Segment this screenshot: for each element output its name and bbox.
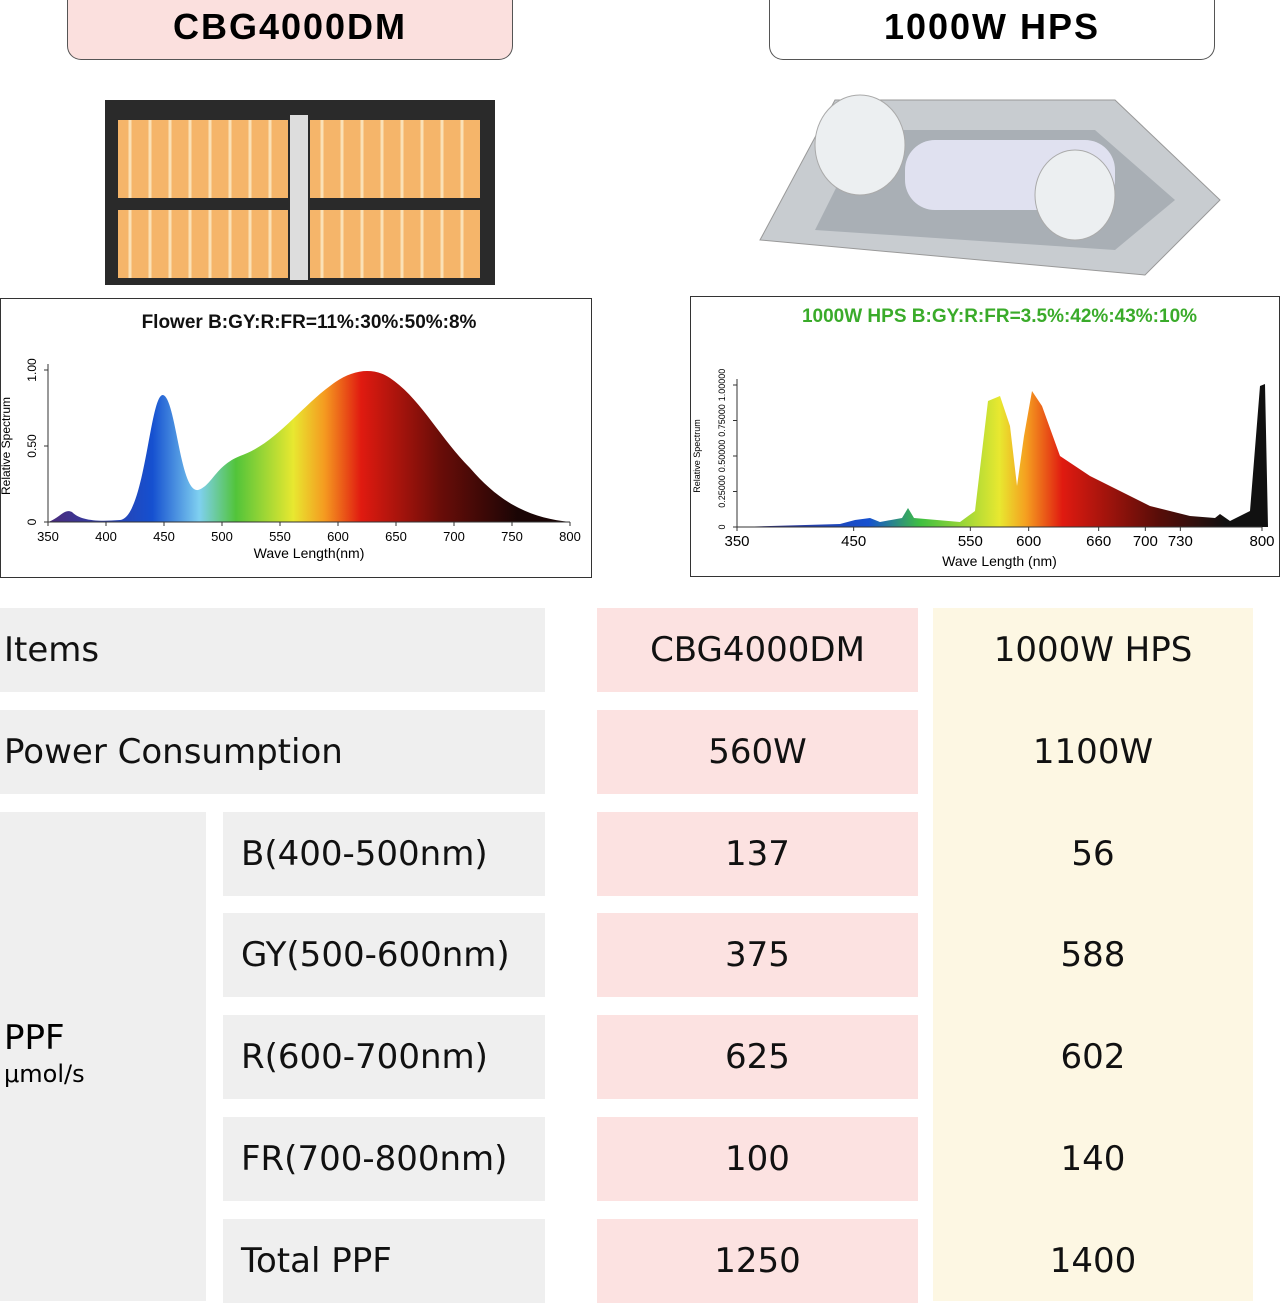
x-tick-label: 750: [501, 529, 523, 544]
x-tick-label: 550: [269, 529, 291, 544]
value-cell: 56: [1071, 834, 1115, 874]
spectrum-chart: Flower B:GY:R:FR=11%:30%:50%:8% Wave Leng…: [0, 298, 592, 578]
value-cell: 375: [597, 913, 918, 997]
y-axis-label: Relative Spectrum: [0, 397, 13, 495]
x-tick-label: 730: [1168, 533, 1193, 550]
y-tick-label: 0.75000: [717, 404, 727, 437]
value-cell: 140: [1060, 1139, 1126, 1179]
x-tick-label: 350: [724, 533, 749, 550]
value-cell: 602: [1060, 1037, 1126, 1077]
header-cell: Items: [0, 608, 545, 692]
y-axis-label: Relative Spectrum: [692, 419, 702, 493]
y-tick-label: 1.00: [25, 358, 39, 382]
row-label: Total PPF: [223, 1219, 545, 1303]
value-cell: 137: [597, 812, 918, 896]
row-label: Power Consumption: [0, 710, 545, 794]
header-cell: CBG4000DM: [597, 608, 918, 692]
x-tick-label: 800: [559, 529, 581, 544]
value-cell: 1250: [597, 1219, 918, 1303]
x-tick-label: 400: [95, 529, 117, 544]
ppf-group-cell: PPF μmol/s: [0, 812, 206, 1301]
hps-reflector-image: [759, 94, 1221, 276]
spectrum-curve: [48, 371, 570, 522]
ppf-unit: μmol/s: [4, 1060, 85, 1088]
chart-frame: [0, 298, 592, 578]
row-label: FR(700-800nm): [223, 1117, 545, 1201]
value-cell: 100: [597, 1117, 918, 1201]
y-tick-label: 0.50: [25, 434, 39, 458]
y-tick-label: 0.25000: [717, 475, 727, 508]
value-cell: 1400: [1049, 1241, 1137, 1281]
y-tick-label: 0.50000: [717, 440, 727, 473]
x-tick-label: 600: [1016, 533, 1041, 550]
x-tick-label: 800: [1249, 533, 1274, 550]
header-cell: 1000W HPS: [993, 630, 1193, 670]
x-tick-label: 700: [1133, 533, 1158, 550]
ppf-label: PPF: [4, 1018, 65, 1058]
spectrum-curve: [737, 384, 1268, 527]
product-header: CBG4000DM: [67, 0, 513, 60]
hps-column-background: [933, 608, 1253, 1301]
value-cell: 560W: [597, 710, 918, 794]
row-label: B(400-500nm): [223, 812, 545, 896]
x-tick-label: 450: [153, 529, 175, 544]
value-cell: 625: [597, 1015, 918, 1099]
x-tick-label: 660: [1086, 533, 1111, 550]
product-header: 1000W HPS: [769, 0, 1215, 60]
x-tick-label: 650: [385, 529, 407, 544]
y-tick-label: 1.00000: [717, 369, 727, 402]
x-axis-label: Wave Length(nm): [254, 545, 365, 561]
row-label: GY(500-600nm): [223, 913, 545, 997]
x-tick-label: 600: [327, 529, 349, 544]
value-cell: 1100W: [1032, 732, 1154, 772]
x-tick-label: 350: [37, 529, 59, 544]
row-label: R(600-700nm): [223, 1015, 545, 1099]
value-cell: 588: [1060, 935, 1126, 975]
x-tick-label: 500: [211, 529, 233, 544]
y-tick-label: 0: [25, 518, 39, 525]
y-tick-label: 0: [717, 524, 727, 529]
led-panel-image: [105, 100, 495, 285]
chart-title: Flower B:GY:R:FR=11%:30%:50%:8%: [142, 312, 477, 333]
x-tick-label: 450: [841, 533, 866, 550]
x-tick-label: 550: [958, 533, 983, 550]
chart-title: 1000W HPS B:GY:R:FR=3.5%:42%:43%:10%: [802, 306, 1197, 327]
x-tick-label: 700: [443, 529, 465, 544]
x-axis-label: Wave Length (nm): [942, 553, 1057, 569]
spectrum-chart: 1000W HPS B:GY:R:FR=3.5%:42%:43%:10% Wave…: [690, 296, 1280, 577]
